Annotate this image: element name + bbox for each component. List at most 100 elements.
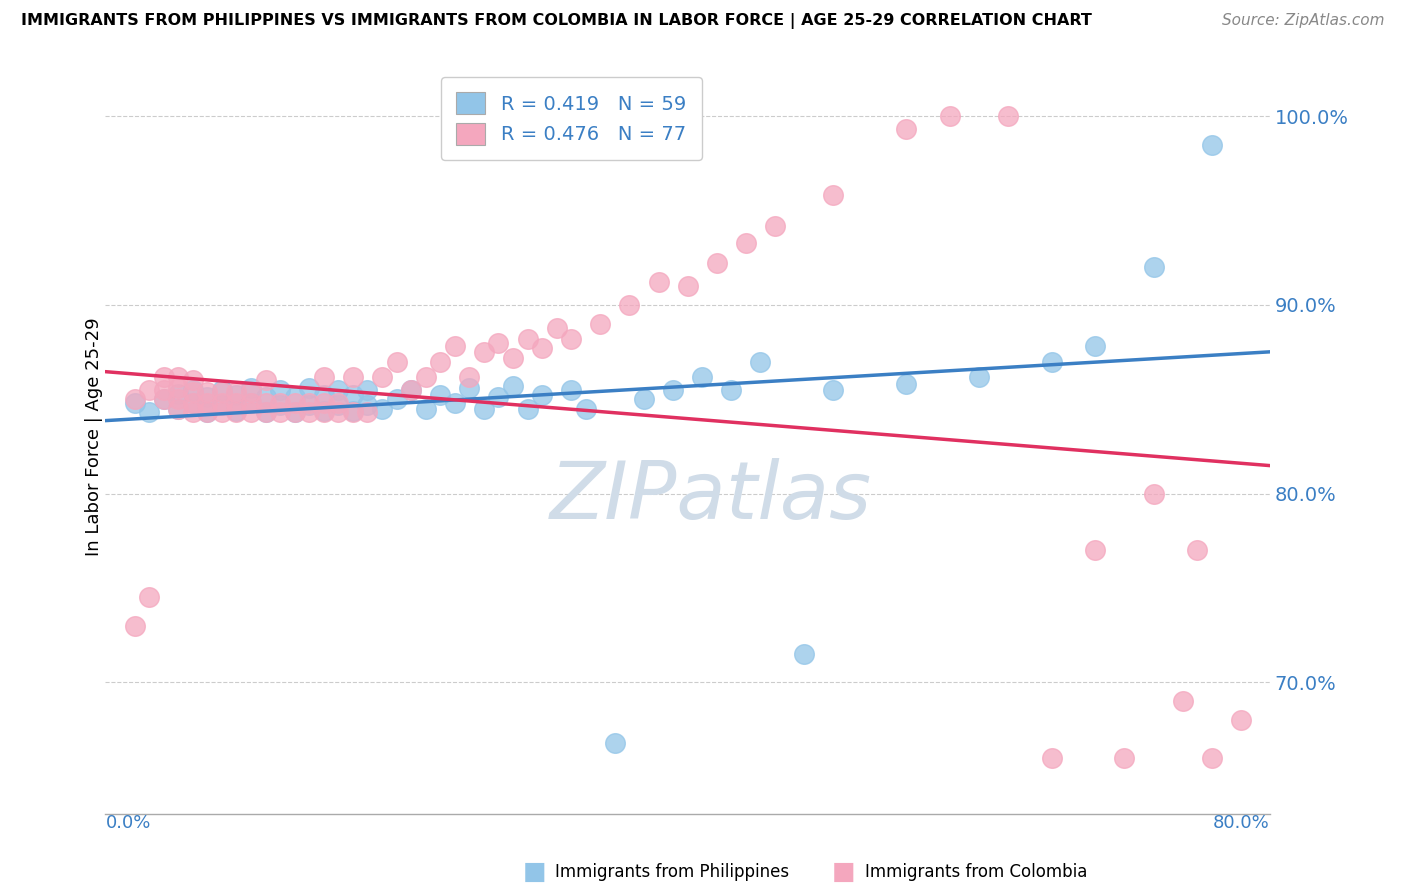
Point: [516, 332, 538, 346]
Text: ■: ■: [523, 861, 546, 884]
Point: [254, 373, 277, 387]
Point: [488, 390, 510, 404]
Point: [167, 401, 190, 416]
Point: [254, 390, 277, 404]
Point: [195, 390, 218, 404]
Point: [429, 354, 451, 368]
Point: [458, 369, 481, 384]
Point: [138, 591, 160, 605]
Point: [225, 403, 247, 417]
Point: [138, 405, 160, 419]
Point: [167, 381, 190, 395]
Point: [342, 369, 364, 384]
Point: [211, 384, 233, 399]
Point: [342, 405, 364, 419]
Point: [735, 235, 758, 250]
Point: [690, 369, 713, 384]
Point: [1142, 260, 1164, 275]
Point: [356, 398, 378, 412]
Text: 80.0%: 80.0%: [1213, 814, 1270, 832]
Point: [240, 384, 263, 399]
Point: [152, 383, 174, 397]
Point: [284, 396, 307, 410]
Point: [371, 369, 394, 384]
Point: [152, 369, 174, 384]
Point: [254, 405, 277, 419]
Point: [502, 379, 524, 393]
Point: [195, 405, 218, 419]
Point: [312, 405, 335, 419]
Point: [1084, 339, 1107, 353]
Point: [385, 354, 408, 368]
Point: [195, 384, 218, 399]
Point: [124, 618, 146, 632]
Point: [195, 396, 218, 410]
Text: IMMIGRANTS FROM PHILIPPINES VS IMMIGRANTS FROM COLOMBIA IN LABOR FORCE | AGE 25-: IMMIGRANTS FROM PHILIPPINES VS IMMIGRANT…: [21, 13, 1092, 29]
Point: [269, 396, 291, 410]
Point: [181, 373, 204, 387]
Point: [458, 381, 481, 395]
Point: [1040, 354, 1063, 368]
Point: [356, 405, 378, 419]
Point: [546, 320, 568, 334]
Point: [1084, 543, 1107, 558]
Point: [284, 390, 307, 404]
Point: [167, 386, 190, 401]
Point: [531, 341, 554, 355]
Point: [298, 396, 321, 410]
Point: [240, 405, 263, 419]
Point: [312, 396, 335, 410]
Point: [415, 369, 437, 384]
Point: [997, 109, 1019, 123]
Point: [1201, 137, 1223, 152]
Point: [225, 384, 247, 399]
Point: [793, 647, 815, 661]
Point: [894, 122, 917, 136]
Point: [312, 403, 335, 417]
Point: [328, 396, 350, 410]
Text: Immigrants from Colombia: Immigrants from Colombia: [865, 863, 1087, 881]
Point: [269, 398, 291, 412]
Point: [415, 401, 437, 416]
Point: [823, 383, 845, 397]
Point: [763, 219, 786, 233]
Point: [181, 396, 204, 410]
Point: [560, 332, 582, 346]
Point: [181, 384, 204, 399]
Point: [240, 396, 263, 410]
Point: [312, 388, 335, 402]
Point: [647, 275, 669, 289]
Point: [181, 383, 204, 397]
Point: [938, 109, 960, 123]
Point: [472, 401, 495, 416]
Point: [312, 369, 335, 384]
Point: [240, 396, 263, 410]
Point: [603, 736, 626, 750]
Text: Immigrants from Philippines: Immigrants from Philippines: [555, 863, 790, 881]
Point: [284, 405, 307, 419]
Point: [662, 383, 685, 397]
Point: [516, 401, 538, 416]
Point: [254, 405, 277, 419]
Point: [1230, 713, 1253, 727]
Text: ■: ■: [832, 861, 855, 884]
Point: [706, 256, 728, 270]
Point: [124, 392, 146, 407]
Point: [443, 396, 465, 410]
Point: [342, 388, 364, 402]
Point: [472, 345, 495, 359]
Point: [633, 392, 655, 407]
Y-axis label: In Labor Force | Age 25-29: In Labor Force | Age 25-29: [86, 318, 103, 557]
Point: [1185, 543, 1208, 558]
Point: [443, 339, 465, 353]
Point: [240, 381, 263, 395]
Point: [298, 398, 321, 412]
Point: [167, 392, 190, 407]
Point: [167, 369, 190, 384]
Point: [211, 383, 233, 397]
Point: [195, 405, 218, 419]
Point: [298, 381, 321, 395]
Point: [328, 405, 350, 419]
Point: [894, 377, 917, 392]
Point: [152, 392, 174, 407]
